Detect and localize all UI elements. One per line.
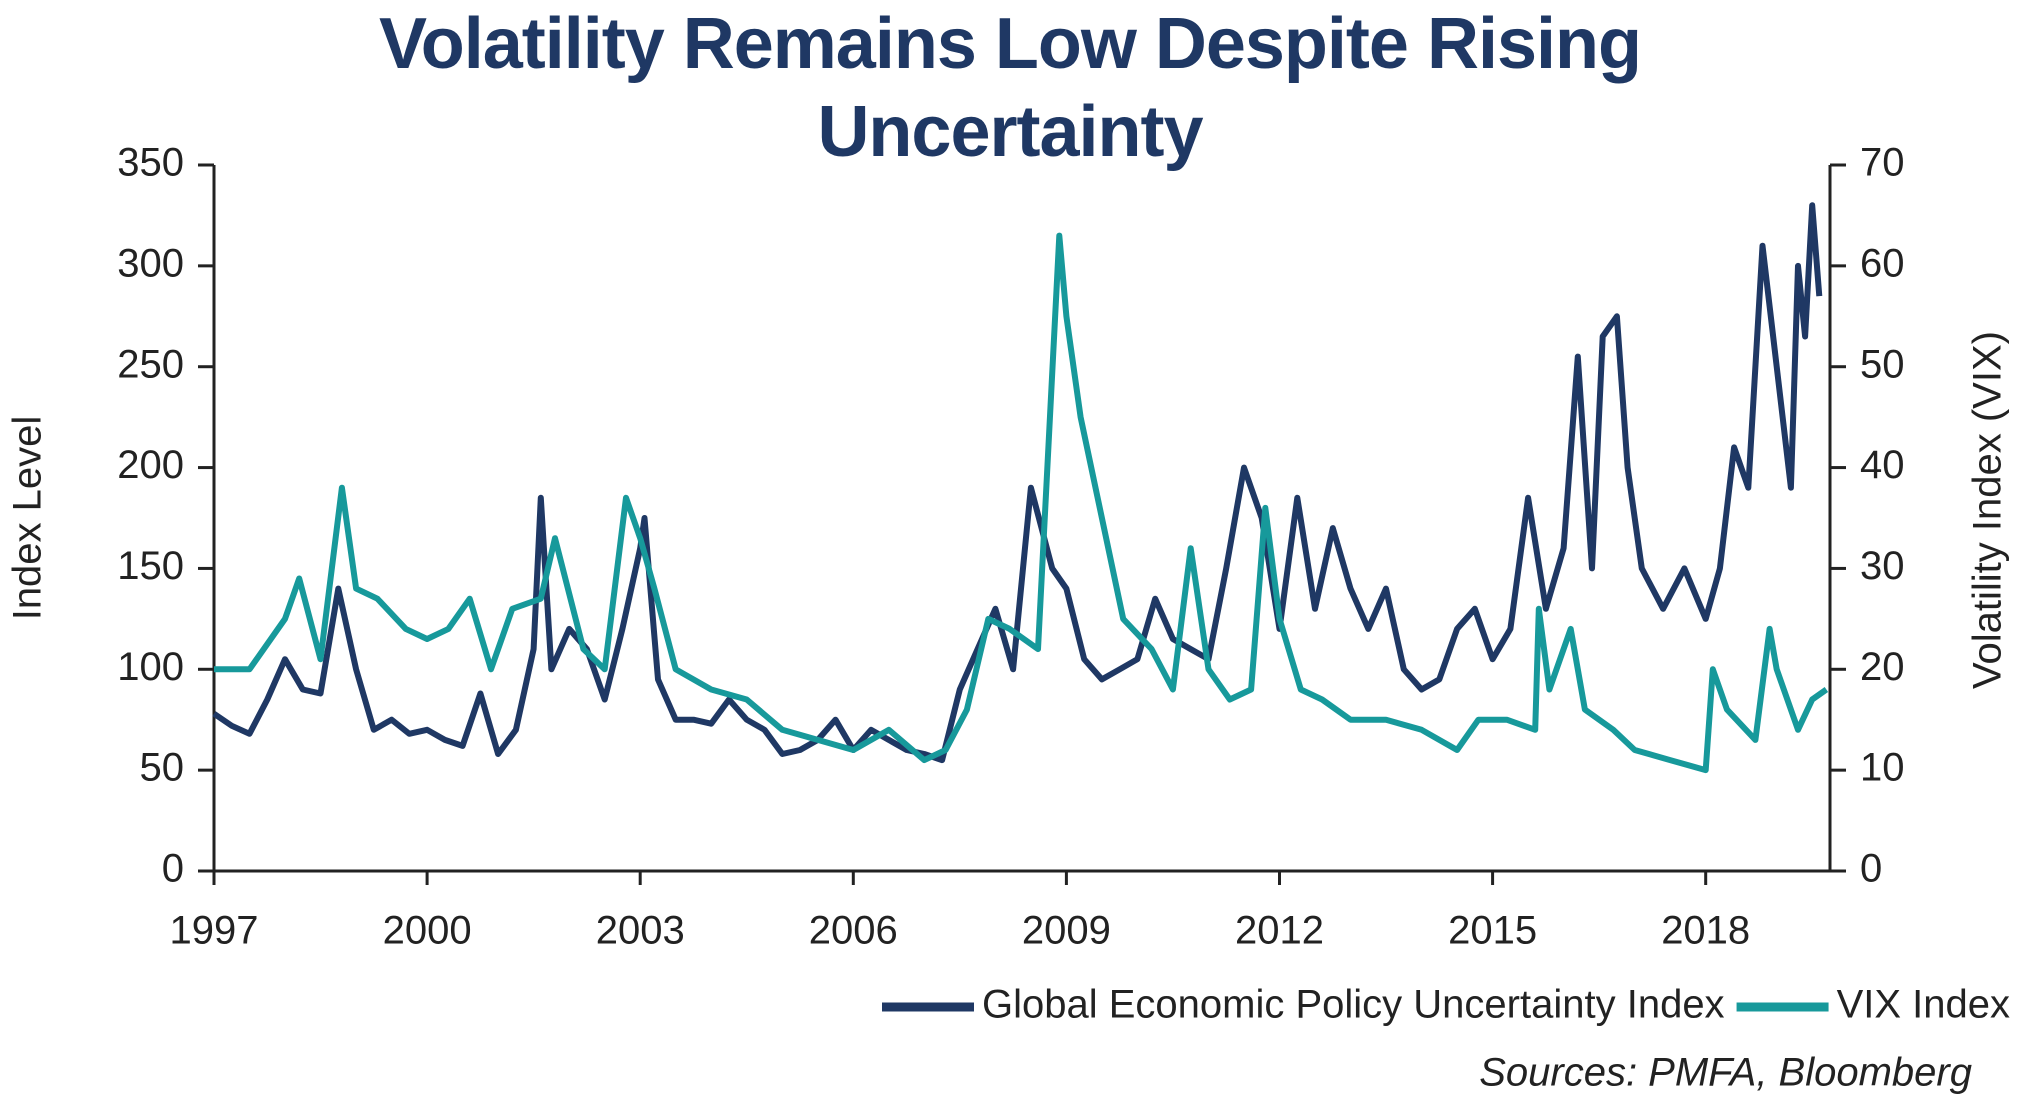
y-tick-label: 50 [140,746,185,790]
x-tick-label: 2015 [1448,909,1537,953]
y2-tick-label: 10 [1860,746,1905,790]
y-tick-label: 0 [162,847,184,891]
x-tick-label: 2003 [596,909,685,953]
series-line [214,232,1829,774]
y2-tick-label: 30 [1860,544,1905,588]
y2-tick-label: 70 [1860,141,1905,185]
x-tick-label: 2012 [1235,909,1324,953]
legend-label: Global Economic Policy Uncertainty Index [982,983,1725,1027]
y-tick-label: 300 [117,241,184,285]
y2-tick-label: 40 [1860,443,1905,487]
x-tick-label: 2009 [1022,909,1111,953]
y-tick-label: 250 [117,342,184,386]
x-tick-label: 2006 [809,909,898,953]
y-tick-label: 150 [117,544,184,588]
x-tick-label: 2018 [1661,909,1750,953]
y2-tick-label: 20 [1860,645,1905,689]
y2-tick-label: 0 [1860,847,1882,891]
y2-tick-label: 50 [1860,342,1905,386]
x-tick-label: 1997 [170,909,259,953]
y-axis-label: Index Level [6,416,50,621]
y2-axis-label: Volatility Index (VIX) [1966,331,2010,689]
legend-label: VIX Index [1837,983,2010,1027]
source-note: Sources: PMFA, Bloomberg [1479,1051,1972,1095]
y-tick-label: 200 [117,443,184,487]
x-tick-label: 2000 [383,909,472,953]
y-tick-label: 100 [117,645,184,689]
y-tick-label: 350 [117,141,184,185]
y2-tick-label: 60 [1860,241,1905,285]
chart-title: Volatility Remains Low Despite Rising Un… [379,4,1642,172]
